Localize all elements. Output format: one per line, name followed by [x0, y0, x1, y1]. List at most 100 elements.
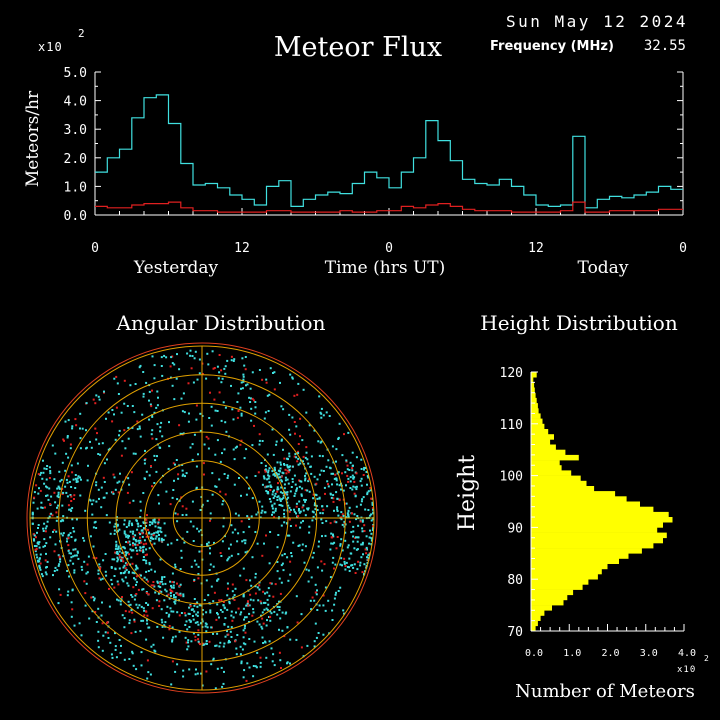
angular-point	[352, 477, 355, 480]
angular-point	[161, 578, 164, 581]
angular-point	[348, 570, 351, 572]
angular-point	[339, 543, 342, 546]
angular-point	[31, 522, 34, 525]
angular-point	[148, 531, 151, 534]
angular-point	[304, 474, 306, 477]
angular-point	[95, 438, 98, 441]
angular-point	[90, 446, 93, 449]
angular-point	[297, 450, 299, 453]
angular-point	[143, 459, 146, 462]
angular-point	[133, 598, 136, 601]
angular-point	[278, 497, 281, 500]
angular-point	[131, 426, 134, 429]
angular-point	[150, 645, 153, 648]
angular-point	[206, 499, 209, 502]
angular-point	[230, 554, 233, 557]
angular-point	[144, 449, 146, 452]
angular-point	[234, 528, 237, 531]
angular-point	[359, 480, 362, 483]
angular-point	[171, 590, 174, 593]
angular-point	[275, 440, 278, 443]
angular-point	[249, 579, 252, 582]
angular-point	[181, 410, 184, 413]
angular-point	[271, 428, 274, 431]
angular-point	[73, 569, 76, 572]
angular-point	[267, 410, 270, 412]
angular-point	[139, 546, 142, 549]
angular-point	[226, 359, 229, 362]
angular-point	[314, 508, 317, 511]
angular-point	[186, 628, 189, 631]
angular-point	[97, 569, 100, 572]
angular-point	[221, 540, 224, 543]
angular-point	[45, 552, 47, 555]
angular-point	[207, 541, 210, 544]
height-bar	[531, 429, 549, 435]
angular-point	[329, 492, 332, 495]
angular-point	[158, 605, 161, 607]
angular-point	[229, 543, 232, 546]
angular-point	[189, 605, 192, 608]
angular-point	[232, 448, 235, 451]
angular-point	[193, 598, 196, 600]
angular-point	[123, 658, 126, 661]
angular-point	[115, 375, 118, 378]
angular-point	[129, 384, 132, 387]
angular-point	[254, 572, 257, 575]
angular-point	[312, 511, 315, 514]
angular-point	[148, 418, 151, 421]
angular-point	[142, 559, 145, 561]
angular-point	[355, 456, 358, 459]
angular-point	[134, 452, 137, 455]
angular-point	[299, 417, 302, 420]
angular-point	[174, 635, 177, 638]
angular-point	[44, 530, 47, 533]
angular-point	[281, 611, 284, 614]
angular-point	[168, 445, 171, 448]
angular-point	[168, 421, 170, 424]
angular-point	[283, 515, 286, 518]
angular-point	[124, 562, 127, 565]
angular-point	[257, 471, 260, 474]
angular-point	[234, 587, 237, 590]
angular-point	[159, 581, 162, 583]
angular-point	[159, 586, 162, 589]
angular-point	[365, 564, 368, 567]
angular-point	[216, 667, 219, 670]
angular-point	[121, 596, 123, 598]
angular-point	[201, 613, 204, 616]
angular-point	[304, 500, 307, 503]
angular-point	[302, 655, 305, 658]
angular-point	[299, 510, 302, 513]
angular-point	[36, 559, 39, 562]
angular-point	[271, 507, 274, 510]
angular-point	[341, 472, 343, 475]
angular-point	[369, 489, 372, 492]
angular-point	[77, 475, 80, 478]
angular-point	[353, 563, 356, 566]
angular-point	[109, 532, 112, 535]
angular-point	[48, 487, 51, 490]
angular-point	[180, 549, 183, 552]
angular-point	[122, 580, 125, 583]
angular-point	[84, 592, 87, 595]
angular-point	[102, 476, 105, 479]
angular-point	[163, 354, 166, 357]
angular-point	[296, 460, 299, 463]
angular-point	[123, 532, 126, 535]
angular-point	[137, 539, 140, 542]
angular-point	[294, 432, 296, 435]
angular-point	[160, 356, 163, 359]
angular-point	[348, 566, 350, 569]
angular-point	[49, 536, 52, 539]
angular-point	[236, 416, 239, 419]
angular-point	[361, 527, 364, 530]
angular-point	[366, 483, 368, 486]
angular-point	[160, 618, 163, 621]
angular-point	[97, 607, 100, 610]
height-x-tick-label: 1.0	[563, 648, 581, 659]
angular-point	[113, 529, 116, 532]
angular-point	[276, 605, 279, 608]
angular-point	[190, 640, 193, 643]
angular-point	[173, 479, 175, 482]
